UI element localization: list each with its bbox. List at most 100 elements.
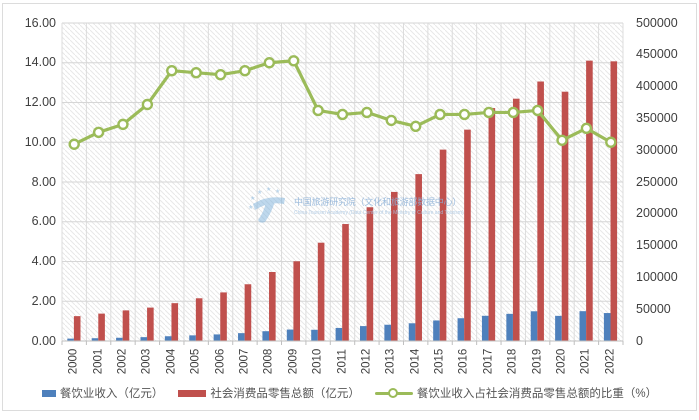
retail-total-bar	[195, 298, 203, 341]
ratio-point	[361, 106, 373, 119]
catering-revenue-bar	[579, 311, 587, 341]
retail-total-bar	[488, 108, 496, 341]
ratio-point	[556, 134, 568, 146]
left-axis-tick-label: 12.00	[24, 95, 56, 109]
chart-legend: 餐饮业收入（亿元） 社会消费品零售总额（亿元） 餐饮业收入占社会消费品零售总额的…	[0, 385, 699, 401]
x-axis-label: 2016	[457, 348, 470, 375]
retail-total-bar	[561, 91, 569, 342]
ratio-point	[385, 114, 397, 127]
retail-total-bar	[610, 61, 618, 342]
catering-revenue-bar	[91, 338, 99, 341]
catering-revenue-bar	[530, 311, 538, 341]
right-axis-tick-label: 450000	[636, 47, 678, 62]
left-axis-tick-label: 6.00	[31, 214, 56, 229]
retail-total-bar	[439, 149, 447, 341]
catering-revenue-bar	[506, 313, 513, 341]
ratio-point	[531, 104, 544, 117]
x-axis-label: 2000	[67, 348, 80, 375]
retail-total-bar	[98, 313, 105, 341]
catering-revenue-bar	[555, 315, 562, 341]
catering-revenue-bar	[164, 336, 172, 341]
legend-label-catering-revenue: 餐饮业收入（亿元）	[59, 388, 164, 400]
catering-revenue-bar	[481, 315, 489, 341]
ratio-point	[141, 98, 154, 111]
x-axis-label: 2001	[92, 348, 105, 375]
retail-total-bar	[269, 272, 276, 341]
retail-total-bar	[415, 174, 422, 341]
legend-marker-ratio-dot	[388, 387, 399, 398]
catering-revenue-bar	[67, 338, 74, 341]
catering-revenue-bar	[384, 324, 391, 341]
left-axis-tick-label: 2.00	[31, 293, 56, 308]
retail-total-bar	[512, 98, 520, 342]
x-axis-label: 2009	[287, 348, 300, 375]
ratio-point	[92, 126, 105, 139]
ratio-point	[214, 68, 227, 81]
ratio-point	[166, 64, 178, 77]
legend-swatch-retail-total	[178, 389, 207, 397]
right-axis-tick-label: 0	[636, 333, 643, 348]
legend-item-ratio: 餐饮业收入占社会消费品零售总额的比重（%）	[374, 385, 658, 401]
ratio-point	[239, 64, 251, 77]
right-axis-tick-label: 300000	[636, 142, 678, 157]
retail-total-bar	[244, 284, 252, 341]
ratio-point	[190, 66, 202, 79]
legend-swatch-catering-revenue	[41, 389, 56, 397]
x-axis-label: 2002	[116, 348, 129, 375]
legend-marker-ratio	[374, 387, 413, 398]
retail-total-bar	[73, 316, 81, 341]
retail-total-bar	[220, 292, 227, 341]
right-axis-tick-label: 50000	[636, 301, 671, 316]
x-axis-label: 2018	[506, 348, 519, 375]
ratio-point	[288, 55, 300, 67]
catering-revenue-bar	[433, 320, 440, 341]
catering-revenue-bar	[335, 327, 343, 341]
x-axis-label: 2022	[604, 348, 617, 375]
ratio-point	[117, 118, 129, 131]
x-axis-label: 2014	[409, 348, 422, 375]
x-axis-label: 2013	[384, 348, 397, 375]
legend-label-ratio: 餐饮业收入占社会消费品零售总额的比重（%）	[416, 388, 658, 400]
left-axis-tick-label: 10.00	[24, 134, 56, 149]
left-axis-tick-label: 0.00	[31, 333, 56, 348]
legend-item-retail-total: 社会消费品零售总额（亿元）	[178, 385, 360, 401]
retail-total-bar	[317, 242, 325, 341]
x-axis-label: 2008	[262, 348, 275, 375]
catering-revenue-bar	[286, 329, 294, 341]
catering-revenue-bar	[238, 333, 245, 341]
catering-revenue-bar	[457, 318, 465, 341]
ratio-point	[580, 122, 593, 135]
left-axis-tick-label: 4.00	[31, 254, 56, 268]
catering-revenue-bar	[311, 329, 318, 341]
catering-revenue-bar	[213, 334, 221, 341]
ratio-point	[263, 57, 276, 69]
x-axis-label: 2019	[531, 348, 544, 375]
catering-revenue-bar	[116, 337, 123, 341]
ratio-point	[507, 106, 519, 119]
x-axis-label: 2004	[165, 348, 178, 375]
left-axis-tick-label: 8.00	[31, 174, 56, 189]
catering-revenue-bar	[603, 313, 611, 341]
catering-revenue-bar	[189, 335, 196, 341]
right-axis-tick-label: 200000	[636, 206, 678, 221]
x-axis-label: 2011	[336, 349, 348, 374]
legend-item-catering-revenue: 餐饮业收入（亿元）	[41, 385, 164, 401]
retail-total-bar	[537, 81, 544, 341]
ratio-point	[483, 106, 495, 119]
x-axis-label: 2020	[555, 348, 568, 375]
ratio-point	[312, 104, 324, 117]
right-axis-tick-label: 500000	[636, 15, 678, 30]
x-axis-label: 2005	[189, 348, 202, 375]
catering-revenue-bar	[262, 331, 270, 341]
chart-border	[2, 3, 697, 411]
legend-label-retail-total: 社会消费品零售总额（亿元）	[210, 388, 360, 400]
x-axis-label: 2012	[360, 348, 373, 375]
ratio-point	[409, 120, 422, 133]
retail-total-bar	[122, 310, 130, 341]
x-axis-label: 2017	[482, 348, 495, 375]
right-axis-tick-label: 100000	[636, 269, 678, 284]
left-axis-tick-label: 16.00	[24, 15, 56, 30]
catering-revenue-bar	[359, 326, 367, 341]
